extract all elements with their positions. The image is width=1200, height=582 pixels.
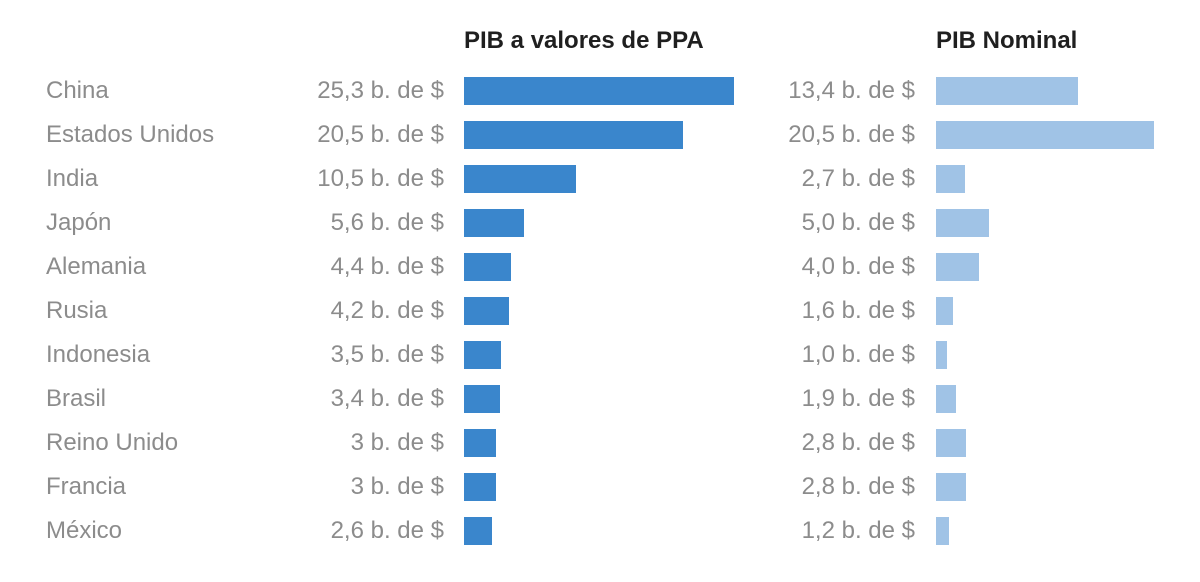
nominal-bar <box>936 429 966 457</box>
ppp-value-label: 4,4 b. de $ <box>330 253 444 280</box>
country-label: Alemania <box>46 253 147 280</box>
ppp-bar <box>464 209 524 237</box>
chart-row: Alemania 4,4 b. de $ 4,0 b. de $ <box>0 245 1200 289</box>
ppp-bar <box>464 297 509 325</box>
country-label: India <box>46 165 99 192</box>
nominal-value-label: 1,2 b. de $ <box>801 517 915 544</box>
ppp-bar <box>464 473 496 501</box>
country-label: China <box>46 77 109 104</box>
nominal-series-title: PIB Nominal <box>936 27 1078 54</box>
ppp-bar <box>464 429 496 457</box>
ppp-series-title: PIB a valores de PPA <box>464 27 704 54</box>
ppp-bar <box>464 253 511 281</box>
nominal-value-label: 4,0 b. de $ <box>801 253 915 280</box>
nominal-value-label: 20,5 b. de $ <box>788 121 915 148</box>
ppp-value-label: 4,2 b. de $ <box>330 297 444 324</box>
country-label: Reino Unido <box>46 429 179 456</box>
nominal-bar <box>936 341 947 369</box>
nominal-bar <box>936 253 979 281</box>
nominal-bar <box>936 473 966 501</box>
ppp-value-label: 10,5 b. de $ <box>317 165 444 192</box>
nominal-value-label: 2,8 b. de $ <box>801 473 915 500</box>
ppp-bar <box>464 341 501 369</box>
nominal-bar <box>936 209 989 237</box>
nominal-value-label: 13,4 b. de $ <box>788 77 915 104</box>
nominal-value-label: 2,7 b. de $ <box>801 165 915 192</box>
chart-row: India 10,5 b. de $ 2,7 b. de $ <box>0 157 1200 201</box>
country-label: Francia <box>46 473 127 500</box>
ppp-bar <box>464 517 492 545</box>
nominal-bar <box>936 517 949 545</box>
chart-row: Rusia 4,2 b. de $ 1,6 b. de $ <box>0 289 1200 333</box>
chart-row: Francia 3 b. de $ 2,8 b. de $ <box>0 465 1200 509</box>
country-label: Rusia <box>46 297 108 324</box>
chart-row: Japón 5,6 b. de $ 5,0 b. de $ <box>0 201 1200 245</box>
ppp-value-label: 3 b. de $ <box>350 473 444 500</box>
chart-row: México 2,6 b. de $ 1,2 b. de $ <box>0 509 1200 553</box>
nominal-bar <box>936 385 956 413</box>
ppp-value-label: 3,5 b. de $ <box>330 341 444 368</box>
nominal-bar <box>936 297 953 325</box>
chart-row: China 25,3 b. de $ 13,4 b. de $ <box>0 69 1200 113</box>
ppp-value-label: 3,4 b. de $ <box>330 385 444 412</box>
country-label: Brasil <box>46 385 107 412</box>
ppp-value-label: 20,5 b. de $ <box>317 121 444 148</box>
nominal-bar <box>936 77 1078 105</box>
ppp-bar <box>464 385 500 413</box>
country-label: Japón <box>46 209 112 236</box>
nominal-value-label: 2,8 b. de $ <box>801 429 915 456</box>
nominal-bar <box>936 165 965 193</box>
nominal-value-label: 1,6 b. de $ <box>801 297 915 324</box>
ppp-value-label: 2,6 b. de $ <box>330 517 444 544</box>
ppp-value-label: 25,3 b. de $ <box>317 77 444 104</box>
chart-row: Indonesia 3,5 b. de $ 1,0 b. de $ <box>0 333 1200 377</box>
country-label: México <box>46 517 123 544</box>
nominal-value-label: 1,0 b. de $ <box>801 341 915 368</box>
nominal-value-label: 1,9 b. de $ <box>801 385 915 412</box>
country-label: Indonesia <box>46 341 151 368</box>
ppp-value-label: 3 b. de $ <box>350 429 444 456</box>
chart-row: Reino Unido 3 b. de $ 2,8 b. de $ <box>0 421 1200 465</box>
chart-row: Estados Unidos 20,5 b. de $ 20,5 b. de $ <box>0 113 1200 157</box>
nominal-bar <box>936 121 1154 149</box>
ppp-bar <box>464 121 683 149</box>
ppp-value-label: 5,6 b. de $ <box>330 209 444 236</box>
ppp-bar <box>464 165 576 193</box>
country-label: Estados Unidos <box>46 121 215 148</box>
ppp-bar <box>464 77 734 105</box>
nominal-value-label: 5,0 b. de $ <box>801 209 915 236</box>
chart-row: Brasil 3,4 b. de $ 1,9 b. de $ <box>0 377 1200 421</box>
